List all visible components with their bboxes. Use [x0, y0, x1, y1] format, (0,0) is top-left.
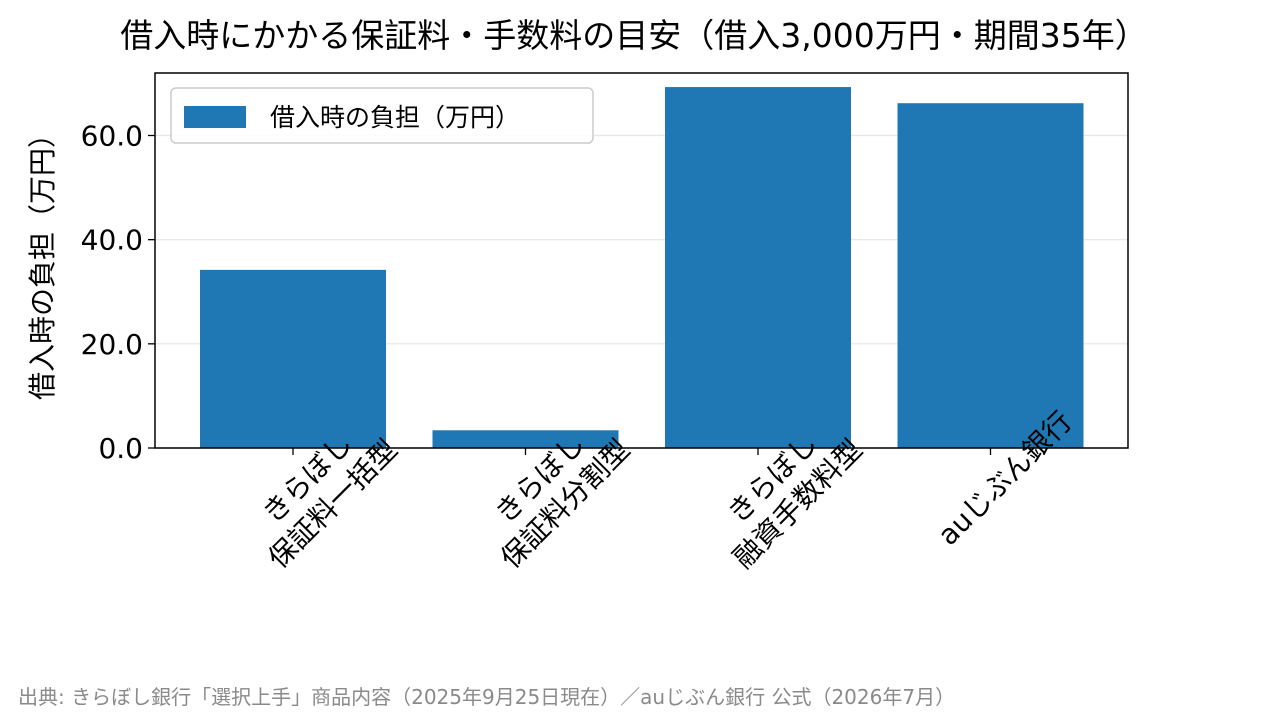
bar: [897, 103, 1084, 448]
plot-frame: [154, 72, 1129, 449]
bar: [665, 87, 851, 448]
y-axis-label: 借入時の負担（万円）: [26, 120, 59, 400]
y-tick-label: 60.0: [81, 120, 143, 153]
legend-label: 借入時の負担（万円）: [270, 103, 520, 132]
y-axis-ticks: 0.0 20.0 40.0 60.0: [81, 120, 155, 465]
bar: [200, 269, 386, 448]
source-note: 出典: きらぼし銀行「選択上手」商品内容（2025年9月25日現在）／auじぶん…: [18, 685, 955, 709]
legend: 借入時の負担（万円）: [170, 87, 594, 144]
bar: [432, 430, 619, 448]
y-tick-label: 0.0: [98, 432, 143, 465]
y-tick-label: 40.0: [81, 224, 143, 257]
chart-title: 借入時にかかる保証料・手数料の目安（借入3,000万円・期間35年）: [120, 16, 1147, 55]
bars: [200, 87, 1084, 448]
legend-swatch: [184, 106, 246, 128]
y-tick-label: 20.0: [81, 328, 143, 361]
legend-box: [170, 87, 594, 144]
